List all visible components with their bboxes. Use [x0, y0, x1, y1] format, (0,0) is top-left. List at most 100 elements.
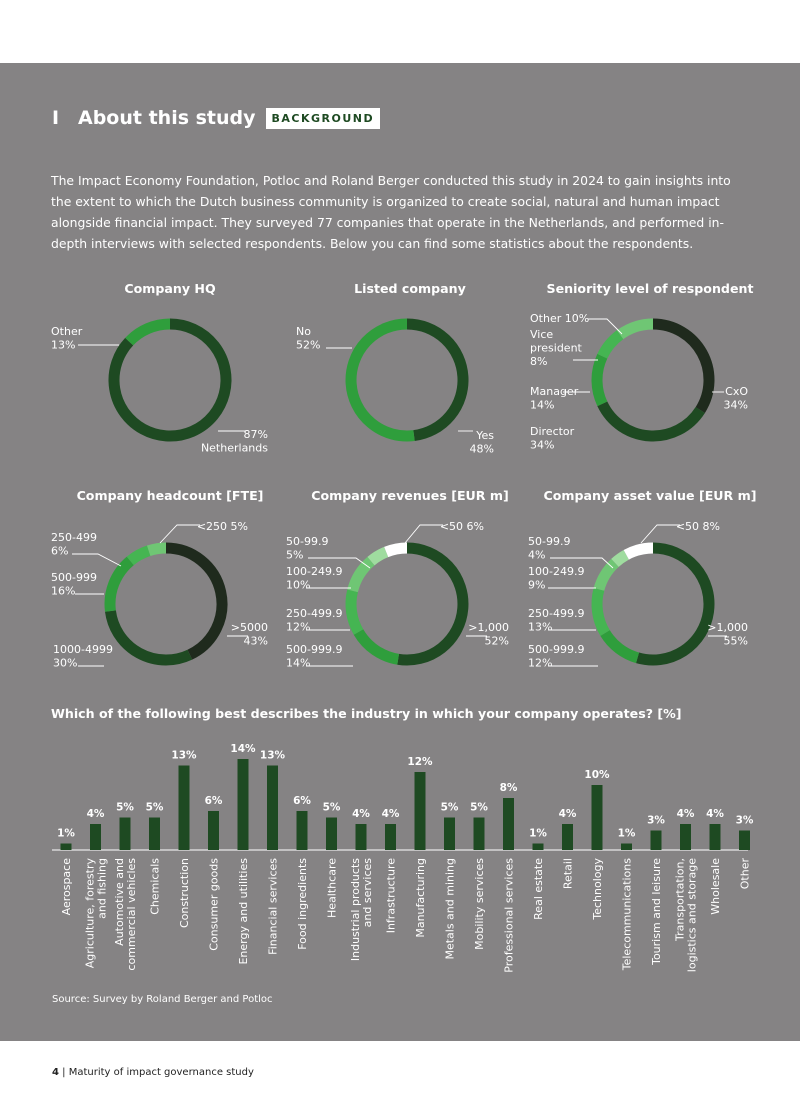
- donut-slice: [125, 318, 171, 346]
- donut-slice: [104, 556, 134, 612]
- bar-value-label: 13%: [171, 750, 197, 762]
- donut-label: 500-999.9: [286, 643, 342, 656]
- bar: [591, 785, 603, 850]
- donut-label: Manager: [530, 385, 579, 398]
- donut-slice: [597, 401, 705, 442]
- donut-slice: [165, 542, 228, 660]
- leader-line: [404, 524, 443, 544]
- bar-value-label: 4%: [382, 808, 400, 820]
- footer-separator: |: [62, 1067, 66, 1078]
- donut-label: 87%: [244, 428, 268, 441]
- leader-line: [550, 557, 614, 569]
- donut-slice: [591, 353, 608, 407]
- bar-value-label: 4%: [559, 808, 577, 820]
- donut-label: Netherlands: [201, 442, 268, 455]
- donut-slice: [345, 318, 415, 442]
- bar-value-label: 3%: [647, 815, 665, 827]
- bar-value-label: 6%: [293, 795, 311, 807]
- donut-label: Director: [530, 425, 575, 438]
- donut-slice: [616, 318, 654, 340]
- bar-category-label: Transportation,: [674, 858, 687, 942]
- bar: [385, 824, 396, 850]
- bar-value-label: 1%: [57, 828, 75, 840]
- source-note: Source: Survey by Roland Berger and Potl…: [52, 994, 273, 1005]
- bar-category-label: Chemicals: [149, 858, 162, 915]
- bar-category-label: commercial vehicles: [125, 858, 138, 971]
- bar-category-label: Infrastructure: [385, 858, 398, 934]
- donut-slice: [126, 545, 151, 566]
- bar-category-label: Healthcare: [326, 858, 339, 918]
- donut-slice: [600, 629, 640, 664]
- bar-value-label: 10%: [584, 769, 610, 781]
- chart-title-seniority: Seniority level of respondent: [546, 281, 754, 296]
- donut-label: 52%: [485, 635, 509, 648]
- bar-value-label: 3%: [736, 815, 754, 827]
- bar: [680, 824, 691, 850]
- bar-category-label: Retail: [562, 858, 575, 889]
- donut-label: 10%: [286, 579, 310, 592]
- bar: [473, 817, 485, 850]
- bar-category-label: Professional services: [503, 858, 516, 973]
- bar: [60, 843, 72, 850]
- donut-slice: [623, 542, 654, 560]
- donut-slice: [406, 318, 469, 442]
- bar-value-label: 1%: [529, 828, 547, 840]
- donut-slice: [597, 330, 624, 359]
- bar: [237, 759, 249, 850]
- bar-value-label: 1%: [618, 828, 636, 840]
- donut-slice: [147, 542, 167, 557]
- bar-category-label: Agriculture, forestry: [84, 858, 97, 969]
- bar-value-label: 4%: [352, 808, 370, 820]
- bar-value-label: 14%: [230, 743, 256, 755]
- donut-label: >1,000: [468, 621, 509, 634]
- bar-chart-title: Which of the following best describes th…: [51, 706, 682, 721]
- bar-category-label: Industrial products: [349, 858, 362, 961]
- bar: [532, 843, 544, 850]
- leader-line: [588, 318, 623, 335]
- bar: [709, 824, 721, 850]
- bar-value-label: 5%: [323, 802, 341, 814]
- donut-label: No: [296, 325, 311, 338]
- bar-category-label: Food ingredients: [296, 858, 309, 950]
- bar-category-label: Metals and mining: [444, 858, 457, 960]
- bar-category-label: Tourism and leisure: [650, 858, 663, 966]
- bar: [208, 811, 219, 850]
- donut-slice: [347, 556, 375, 593]
- donut-label: president: [530, 342, 583, 355]
- bar-value-label: 5%: [146, 802, 164, 814]
- donut-label: 55%: [724, 635, 748, 648]
- bar-category-label: Technology: [591, 858, 604, 921]
- donut-slice: [104, 610, 193, 666]
- leader-line: [640, 524, 680, 544]
- donut-label: 43%: [244, 635, 268, 648]
- section-marker: I: [52, 107, 60, 129]
- donut-label: CxO: [725, 385, 748, 398]
- donut-label: 34%: [724, 399, 748, 412]
- bar-category-label: Automotive and: [113, 858, 126, 946]
- donut-slice: [345, 589, 364, 635]
- bar-value-label: 5%: [116, 802, 134, 814]
- bar-category-label: Manufacturing: [414, 858, 427, 938]
- bar: [621, 843, 632, 850]
- section-badge: BACKGROUND: [265, 107, 381, 129]
- donut-label: 1000-4999: [53, 643, 113, 656]
- donut-label: 14%: [286, 657, 310, 670]
- page-title: About this study: [78, 107, 256, 129]
- bar: [326, 817, 337, 850]
- bar-value-label: 5%: [441, 802, 459, 814]
- donut-label: 9%: [528, 579, 545, 592]
- bar-category-label: Real estate: [532, 858, 545, 920]
- bar: [562, 824, 573, 850]
- bar-category-label: Wholesale: [709, 858, 722, 915]
- bar-category-label: Consumer goods: [208, 858, 221, 951]
- bar-value-label: 6%: [205, 795, 223, 807]
- footer-doc-title: Maturity of impact governance study: [68, 1067, 254, 1078]
- donut-label: Vice: [530, 328, 553, 341]
- donut-slice: [367, 546, 389, 566]
- bar-category-label: Other: [739, 858, 752, 890]
- bar-category-label: Telecommunications: [621, 858, 634, 972]
- bar: [90, 824, 101, 850]
- bar: [267, 765, 278, 850]
- donut-label: 100-249.9: [286, 565, 342, 578]
